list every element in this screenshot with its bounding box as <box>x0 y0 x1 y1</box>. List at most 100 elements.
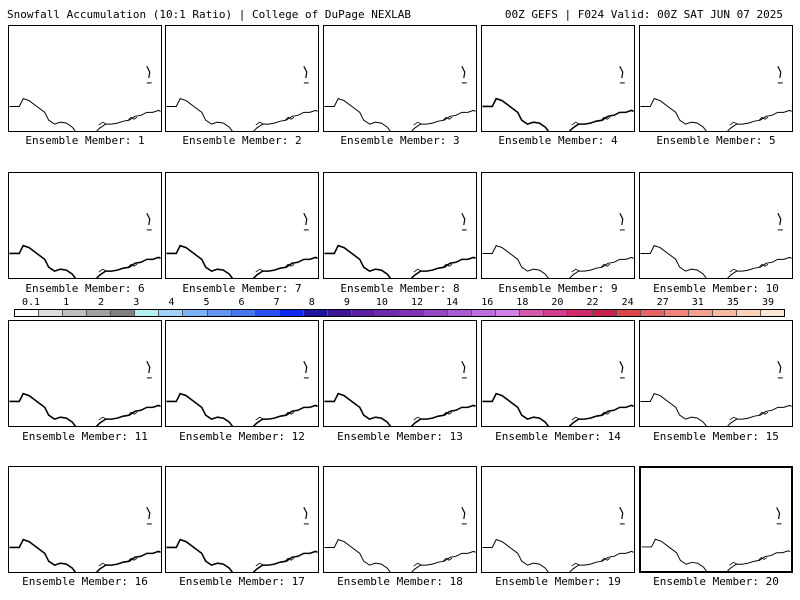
colorbar-swatch <box>87 310 112 316</box>
ensemble-member-15-map[interactable] <box>639 320 793 427</box>
coastline-map <box>640 65 792 131</box>
bay-outline <box>413 268 422 273</box>
colorbar-tick-label: 5 <box>203 297 210 308</box>
ensemble-member-14-map[interactable] <box>481 320 635 427</box>
colorbar-swatch <box>111 310 136 316</box>
colorbar-swatch <box>183 310 208 316</box>
ensemble-member-12-map[interactable] <box>165 320 319 427</box>
ensemble-member-label: Ensemble Member: 13 <box>337 430 463 443</box>
gulf-coastline <box>482 245 634 278</box>
colorbar-swatch <box>231 310 256 316</box>
bay-outline <box>571 416 580 421</box>
ensemble-member-20-map[interactable] <box>639 466 793 573</box>
coastline-map <box>166 212 318 278</box>
coastline-map <box>9 212 161 278</box>
ensemble-member-label: Ensemble Member: 20 <box>653 575 779 588</box>
ensemble-member-7-map[interactable] <box>165 172 319 279</box>
coastline-map <box>482 65 634 131</box>
gulf-coastline <box>482 97 634 131</box>
bay-outline <box>758 557 768 561</box>
island-mark <box>619 212 624 226</box>
bay-outline <box>98 268 107 273</box>
gulf-coastline <box>9 98 161 131</box>
coastline-map <box>9 506 161 572</box>
ensemble-member-label: Ensemble Member: 1 <box>25 134 145 147</box>
coastline-map <box>324 212 476 278</box>
island-mark <box>461 212 466 226</box>
colorbar-tick-label: 22 <box>586 297 599 308</box>
ensemble-member-4-map[interactable] <box>481 25 635 132</box>
colorbar-swatch <box>688 310 713 316</box>
ensemble-member-5-map[interactable] <box>639 25 793 132</box>
bay-outline <box>284 411 295 416</box>
colorbar-swatch <box>255 310 280 316</box>
ensemble-member-label: Ensemble Member: 14 <box>495 430 621 443</box>
bay-outline <box>127 116 138 121</box>
colorbar-tick-label: 27 <box>656 297 669 308</box>
island-mark <box>146 212 151 226</box>
ensemble-member-label: Ensemble Member: 11 <box>22 430 148 443</box>
bay-outline <box>442 557 453 562</box>
ensemble-member-2-map[interactable] <box>165 25 319 132</box>
coastline-map <box>9 360 161 426</box>
colorbar-swatch <box>207 310 232 316</box>
colorbar-swatch <box>400 310 425 316</box>
colorbar-tick-label: 2 <box>98 297 105 308</box>
colorbar-swatch <box>544 310 569 316</box>
bay-outline <box>98 562 107 567</box>
gulf-coastline <box>9 392 161 426</box>
ensemble-member-13-map[interactable] <box>323 320 477 427</box>
gulf-coastline <box>9 538 161 572</box>
coastline-map <box>166 506 318 572</box>
island-mark <box>619 506 624 520</box>
bay-outline <box>442 411 453 416</box>
ensemble-member-label: Ensemble Member: 5 <box>656 134 776 147</box>
bay-outline <box>284 116 295 121</box>
ensemble-member-9-map[interactable] <box>481 172 635 279</box>
ensemble-member-6-map[interactable] <box>8 172 162 279</box>
ensemble-member-10-map[interactable] <box>639 172 793 279</box>
bay-outline <box>284 557 295 562</box>
gulf-coastline <box>640 393 792 426</box>
island-mark <box>146 506 151 520</box>
ensemble-member-label: Ensemble Member: 17 <box>179 575 305 588</box>
colorbar-swatch <box>736 310 761 316</box>
ensemble-member-1-map[interactable] <box>8 25 162 132</box>
ensemble-member-3-map[interactable] <box>323 25 477 132</box>
colorbar-tick-label: 20 <box>551 297 564 308</box>
ensemble-member-17-map[interactable] <box>165 466 319 573</box>
colorbar-swatch <box>472 310 497 316</box>
ensemble-member-label: Ensemble Member: 16 <box>22 575 148 588</box>
colorbar-tick-label: 3 <box>133 297 140 308</box>
ensemble-member-label: Ensemble Member: 2 <box>182 134 302 147</box>
gulf-coastline <box>640 245 792 278</box>
colorbar-tick-label: 0.1 <box>21 297 41 308</box>
ensemble-member-18-map[interactable] <box>323 466 477 573</box>
ensemble-member-11-map[interactable] <box>8 320 162 427</box>
gulf-coastline <box>166 538 318 572</box>
colorbar-tick-label: 35 <box>726 297 739 308</box>
bay-outline <box>758 263 769 268</box>
island-mark <box>303 360 308 374</box>
bay-outline <box>600 411 611 416</box>
colorbar-swatch <box>15 310 40 316</box>
coastline-map <box>482 506 634 572</box>
colorbar-tick-label: 24 <box>621 297 634 308</box>
colorbar-swatch <box>640 310 665 316</box>
colorbar-tick-label: 14 <box>446 297 459 308</box>
ensemble-member-label: Ensemble Member: 4 <box>498 134 618 147</box>
colorbar-swatch <box>664 310 689 316</box>
gulf-coastline <box>482 539 634 572</box>
colorbar-swatch <box>135 310 160 316</box>
ensemble-member-label: Ensemble Member: 12 <box>179 430 305 443</box>
bay-outline <box>98 121 107 126</box>
bay-outline <box>127 411 138 416</box>
bay-outline <box>255 268 264 273</box>
ensemble-member-8-map[interactable] <box>323 172 477 279</box>
colorbar-swatch <box>159 310 184 316</box>
ensemble-member-label: Ensemble Member: 9 <box>498 282 618 295</box>
colorbar-swatch <box>279 310 304 316</box>
ensemble-member-19-map[interactable] <box>481 466 635 573</box>
ensemble-member-label: Ensemble Member: 10 <box>653 282 779 295</box>
ensemble-member-16-map[interactable] <box>8 466 162 573</box>
